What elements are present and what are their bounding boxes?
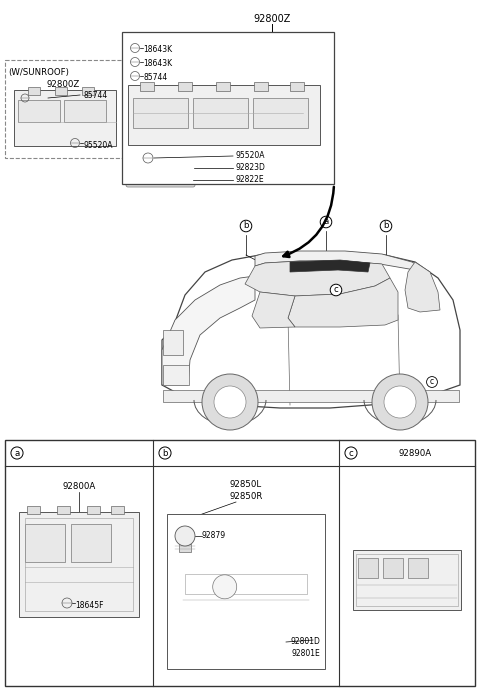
Text: a: a [14,448,20,457]
Text: 92822E: 92822E [235,176,264,185]
Text: 18643K: 18643K [143,44,172,53]
Bar [87,506,100,514]
Text: 92801E: 92801E [291,650,320,659]
Text: 92850L: 92850L [230,480,262,489]
Bar [356,554,458,606]
Text: 95520A: 95520A [83,140,112,149]
Bar [5,440,475,686]
Bar [5,60,131,158]
FancyBboxPatch shape [156,161,194,174]
Polygon shape [255,251,430,272]
Bar [163,330,183,355]
Text: 92800Z: 92800Z [47,80,80,89]
Circle shape [175,526,195,546]
Bar [128,85,320,145]
Bar [18,100,60,122]
FancyArrowPatch shape [283,187,334,257]
FancyBboxPatch shape [126,173,195,187]
Bar [178,82,192,91]
Text: a: a [324,217,329,226]
Text: 18643K: 18643K [143,59,172,68]
Bar [179,544,191,552]
Bar [163,390,459,402]
Bar [254,82,268,91]
Bar [140,82,154,91]
Bar [290,82,304,91]
Text: 92890A: 92890A [398,448,432,457]
Bar [111,506,124,514]
Text: 85744: 85744 [143,73,167,82]
Text: c: c [348,448,353,457]
Bar [408,558,428,578]
Bar [55,87,67,95]
Bar [193,98,248,128]
Polygon shape [162,276,255,385]
Bar [25,518,133,611]
Text: 95520A: 95520A [235,152,264,161]
Circle shape [372,374,428,430]
Polygon shape [245,261,390,296]
Text: b: b [162,448,168,457]
Bar [133,98,188,128]
Bar [383,558,403,578]
Bar [167,514,325,669]
Text: c: c [334,286,338,295]
Bar [358,558,378,578]
Bar [82,87,94,95]
Circle shape [213,575,237,599]
Text: 92823D: 92823D [235,163,265,172]
Polygon shape [290,260,370,272]
Text: 18645F: 18645F [75,601,104,610]
Bar [28,87,40,95]
Text: 85744: 85744 [83,91,107,100]
Polygon shape [252,292,295,328]
Polygon shape [405,262,440,312]
Text: b: b [243,221,249,230]
Bar [19,512,139,617]
Text: 92800Z: 92800Z [253,14,291,24]
Text: b: b [383,221,389,230]
Bar [163,365,189,385]
Bar [185,574,307,594]
Circle shape [202,374,258,430]
Text: (W/SUNROOF): (W/SUNROOF) [8,68,69,77]
Bar [216,82,230,91]
Bar [122,32,334,184]
FancyBboxPatch shape [176,629,316,659]
Bar [253,98,308,128]
Bar [64,100,106,122]
Text: c: c [430,378,434,387]
Bar [71,524,111,562]
Bar [57,506,70,514]
Bar [27,506,40,514]
Polygon shape [162,252,460,408]
Bar [353,550,461,610]
FancyBboxPatch shape [172,559,320,627]
Circle shape [214,386,246,418]
Text: 92879: 92879 [202,531,226,540]
Circle shape [384,386,416,418]
Text: 92850R: 92850R [229,492,263,501]
Text: 92800A: 92800A [62,482,96,491]
Text: 92801D: 92801D [290,637,320,646]
Bar [14,90,116,146]
Bar [25,524,65,562]
Polygon shape [288,278,398,327]
